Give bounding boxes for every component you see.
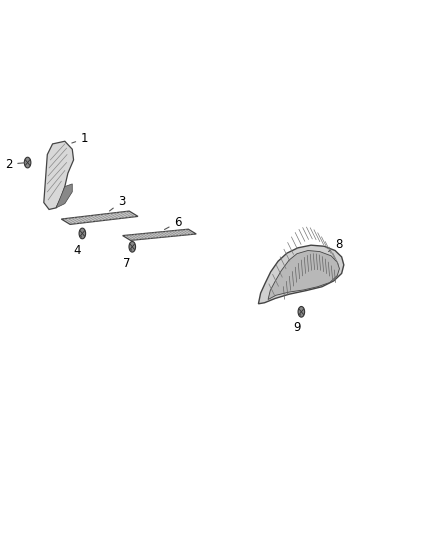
Ellipse shape bbox=[79, 228, 85, 239]
Text: 2: 2 bbox=[5, 158, 25, 171]
Text: 8: 8 bbox=[328, 238, 343, 252]
Text: 9: 9 bbox=[293, 314, 300, 334]
Ellipse shape bbox=[25, 157, 31, 168]
Text: 1: 1 bbox=[72, 132, 88, 145]
Polygon shape bbox=[44, 141, 74, 209]
Polygon shape bbox=[61, 211, 138, 224]
Polygon shape bbox=[268, 251, 339, 300]
Text: 7: 7 bbox=[123, 249, 131, 270]
Polygon shape bbox=[258, 245, 344, 304]
Polygon shape bbox=[123, 229, 196, 240]
Polygon shape bbox=[56, 184, 72, 208]
Ellipse shape bbox=[298, 306, 305, 317]
Ellipse shape bbox=[129, 241, 135, 252]
Text: 3: 3 bbox=[110, 195, 126, 211]
Text: 6: 6 bbox=[165, 216, 182, 230]
Text: 4: 4 bbox=[73, 236, 81, 256]
